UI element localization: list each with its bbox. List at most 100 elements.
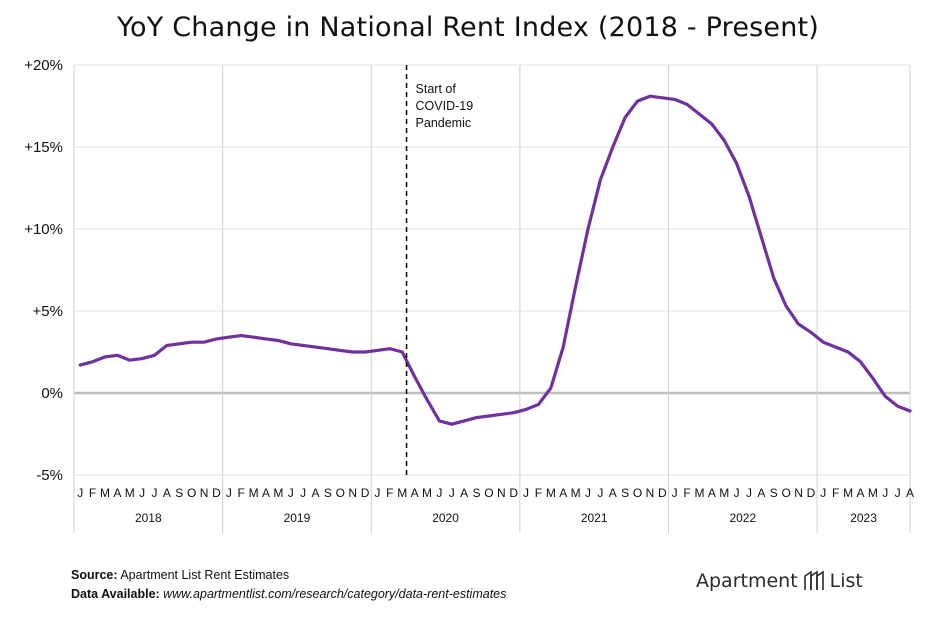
month-tick-label: F (535, 486, 542, 500)
month-tick-label: D (807, 486, 816, 500)
source-label: Source: (71, 568, 118, 582)
y-tick-label: +10% (24, 221, 63, 238)
month-tick-label: J (77, 486, 83, 500)
year-tick-label: 2019 (284, 511, 311, 525)
month-tick-label: F (89, 486, 96, 500)
month-tick-label: A (559, 486, 567, 500)
pandemic-annotation-line: Start of (416, 82, 457, 96)
month-tick-label: F (386, 486, 393, 500)
month-tick-label: M (422, 486, 432, 500)
rent-index-series-line (78, 94, 912, 426)
y-tick-label: +15% (24, 139, 63, 156)
month-tick-label: J (672, 486, 678, 500)
month-tick-label: M (249, 486, 259, 500)
month-tick-label: J (374, 486, 380, 500)
month-tick-label: A (708, 486, 716, 500)
month-tick-label: J (288, 486, 294, 500)
month-tick-label: M (100, 486, 110, 500)
month-tick-label: A (262, 486, 270, 500)
month-tick-label: D (212, 486, 221, 500)
year-tick-label: 2018 (135, 511, 162, 525)
month-tick-label: O (187, 486, 196, 500)
month-tick-label: J (734, 486, 740, 500)
month-tick-label: J (882, 486, 888, 500)
month-tick-label: S (473, 486, 481, 500)
month-tick-label: J (226, 486, 232, 500)
month-tick-label: J (300, 486, 306, 500)
month-tick-label: J (152, 486, 158, 500)
month-tick-label: O (781, 486, 790, 500)
line-chart: +20%+15%+10%+5%0%-5%J F M A M J J A S O N D J F M A M J J A… (24, 57, 914, 533)
data-available-url[interactable]: www.apartmentlist.com/research/category/… (159, 587, 507, 601)
month-tick-label: F (832, 486, 839, 500)
brand-logo: Apartment List (696, 570, 863, 592)
chart-title: YoY Change in National Rent Index (2018 … (116, 12, 820, 43)
month-tick-label: M (843, 486, 853, 500)
data-available-line: Data Available: www.apartmentlist.com/re… (71, 585, 506, 604)
y-tick-label: +5% (33, 303, 63, 320)
month-tick-label: F (238, 486, 245, 500)
pandemic-annotation-line: COVID-19 (416, 99, 474, 113)
month-tick-label: M (125, 486, 135, 500)
brand-name-right: List (829, 570, 863, 592)
month-tick-label: D (509, 486, 518, 500)
year-tick-label: 2021 (581, 511, 608, 525)
month-tick-label: M (868, 486, 878, 500)
month-tick-label: S (621, 486, 629, 500)
month-tick-label: D (658, 486, 667, 500)
month-tick-label: O (336, 486, 345, 500)
month-tick-label: N (794, 486, 803, 500)
month-tick-label: J (523, 486, 529, 500)
y-tick-label: +20% (24, 57, 63, 74)
month-tick-label: J (436, 486, 442, 500)
month-tick-label: M (719, 486, 729, 500)
month-tick-label: J (449, 486, 455, 500)
month-tick-label: N (646, 486, 655, 500)
y-tick-label: -5% (36, 467, 63, 484)
year-tick-label: 2022 (729, 511, 756, 525)
month-tick-label: M (694, 486, 704, 500)
month-tick-label: A (312, 486, 320, 500)
pandemic-annotation-line: Pandemic (416, 116, 472, 130)
month-tick-label: A (460, 486, 468, 500)
month-tick-label: F (683, 486, 690, 500)
brand-name-left: Apartment (696, 570, 798, 592)
source-line: Source: Apartment List Rent Estimates (71, 566, 506, 585)
month-tick-label: J (746, 486, 752, 500)
grid-layer (73, 64, 911, 533)
axis-layer: +20%+15%+10%+5%0%-5%J F M A M J J A S O N D J F M A M J J A… (24, 57, 914, 525)
month-tick-label: N (497, 486, 506, 500)
month-tick-label: M (546, 486, 556, 500)
month-tick-label: M (571, 486, 581, 500)
month-tick-label: M (273, 486, 283, 500)
month-tick-label: J (585, 486, 591, 500)
source-text: Apartment List Rent Estimates (117, 568, 290, 582)
data-available-label: Data Available: (71, 587, 160, 601)
month-tick-label: A (856, 486, 864, 500)
month-tick-label: M (397, 486, 407, 500)
month-tick-label: A (163, 486, 171, 500)
month-tick-label: O (633, 486, 642, 500)
month-tick-label: S (175, 486, 183, 500)
month-tick-label: A (113, 486, 121, 500)
month-tick-label: S (324, 486, 332, 500)
month-tick-label: O (484, 486, 493, 500)
month-tick-label: N (200, 486, 209, 500)
month-tick-label: J (820, 486, 826, 500)
annotation-layer: Start of COVID-19 Pandemic (405, 65, 474, 478)
month-tick-label: A (411, 486, 419, 500)
month-tick-label: A (609, 486, 617, 500)
y-tick-label: 0% (41, 385, 63, 402)
year-tick-label: 2023 (850, 511, 877, 525)
month-tick-label: J (597, 486, 603, 500)
chart-footer: Source: Apartment List Rent Estimates Da… (71, 566, 506, 604)
month-tick-label: D (361, 486, 370, 500)
apartment-list-logo-icon (803, 570, 824, 590)
month-tick-label: S (770, 486, 778, 500)
month-tick-label: A (906, 486, 914, 500)
month-tick-label: A (757, 486, 765, 500)
series-layer (78, 94, 912, 426)
month-tick-label: J (139, 486, 145, 500)
year-tick-label: 2020 (432, 511, 459, 525)
month-tick-label: N (348, 486, 357, 500)
